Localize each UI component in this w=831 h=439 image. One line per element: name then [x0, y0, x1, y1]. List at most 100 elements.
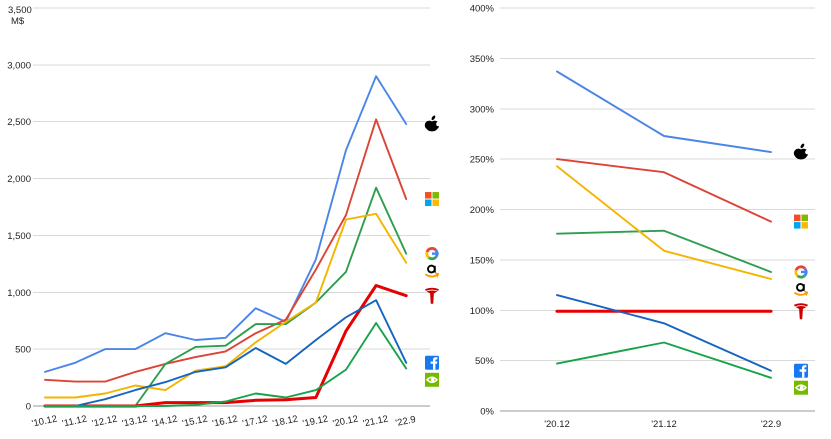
amazon-a-bowl: [427, 264, 436, 274]
x-tick-label: '20.12: [544, 419, 570, 430]
series-line-meta: [556, 294, 772, 372]
nvidia-eye-center: [799, 385, 804, 390]
tesla-icon: [794, 303, 808, 320]
x-tick-label: '22.9: [395, 414, 417, 429]
amazon-smile-tip: [803, 290, 809, 296]
apple-bite: [436, 121, 441, 127]
x-tick-label: '21.12: [362, 414, 389, 430]
apple-leaf: [800, 143, 805, 149]
amazon-smile: [425, 273, 439, 278]
nvidia-icon: [425, 372, 439, 387]
legend-icons: [793, 143, 810, 395]
series-lines: [43, 75, 408, 408]
x-tick-label: '12.12: [91, 414, 118, 430]
x-tick-label: '10.12: [31, 414, 58, 430]
series-line-meta: [44, 299, 408, 407]
series-line-nvidia: [44, 322, 408, 407]
x-tick-label: '19.12: [302, 414, 329, 430]
ms-square-red: [425, 192, 432, 199]
ms-square-blue: [425, 199, 432, 207]
series-line-amazon: [44, 212, 408, 399]
tesla-t-body: [795, 306, 807, 320]
x-tick-label: '11.12: [61, 414, 88, 430]
amazon-a-bowl: [796, 283, 805, 292]
x-tick-labels: '10.12'11.12'12.12'13.12'14.12'15.12'16.…: [31, 414, 417, 430]
tesla-t-body: [426, 290, 438, 304]
y-tick-label: 300%: [470, 104, 495, 115]
google-arc-green: [796, 274, 807, 279]
series-line-google: [556, 229, 772, 273]
google-arc-yellow: [794, 269, 799, 278]
microsoft-icon: [425, 192, 439, 207]
x-tick-label: '18.12: [272, 414, 299, 430]
google-bar: [432, 252, 439, 255]
microsoft-icon: [794, 214, 808, 229]
nvidia-eye-center: [430, 377, 435, 382]
tesla-icon: [425, 287, 439, 304]
left-y-unit-label: M$: [11, 16, 25, 27]
legend-icons: [424, 115, 441, 387]
gridlines: [33, 7, 430, 350]
x-tick-labels: '20.12 '21.12 '22.9: [544, 419, 781, 430]
tesla-top-arc: [794, 303, 808, 307]
nvidia-eye: [794, 384, 808, 391]
y-tick-label: 0: [26, 402, 31, 413]
y-tick-label: 250%: [470, 155, 495, 166]
y-tick-label: 2,500: [7, 117, 31, 128]
y-tick-label: 150%: [470, 255, 495, 266]
apple-leaf: [431, 115, 436, 121]
ms-square-yellow: [801, 222, 808, 229]
google-arc-red: [794, 265, 807, 271]
apple-icon: [793, 143, 810, 160]
google-arc-yellow: [425, 251, 430, 259]
amazon-icon: [794, 283, 809, 296]
x-tick-label: '16.12: [211, 414, 238, 430]
x-tick-label: '21.12: [651, 419, 677, 430]
google-icon: [794, 265, 808, 279]
apple-body-bottom: [795, 152, 807, 160]
ms-square-blue: [794, 222, 801, 229]
series-line-amazon: [556, 165, 772, 280]
series-line-microsoft: [44, 118, 408, 383]
x-tick-label: '14.12: [151, 414, 178, 430]
google-icon: [425, 247, 439, 261]
y-tick-label: 100%: [470, 306, 495, 317]
series-lines: [555, 70, 773, 379]
x-tick-label: '22.9: [761, 419, 781, 430]
nvidia-icon: [794, 380, 808, 395]
facebook-icon: [794, 363, 808, 378]
y-tick-label: 50%: [475, 356, 495, 367]
y-tick-label: 200%: [470, 205, 495, 216]
y-tick-label: 1,500: [7, 231, 31, 242]
series-line-apple: [556, 70, 772, 154]
series-line-apple: [44, 75, 408, 373]
x-tick-label: '20.12: [332, 414, 359, 430]
y-tick-label: 500: [15, 345, 31, 356]
x-tick-label: '17.12: [242, 414, 269, 430]
series-line-microsoft: [556, 158, 772, 223]
x-tick-label: '15.12: [181, 414, 208, 430]
google-bar: [801, 270, 808, 274]
chart-1: 0 500 1,000 1,500 2,000 2,500 3,000 '10.12'11.1…: [7, 7, 441, 430]
y-tick-labels: 0% 50% 100% 150% 200% 250% 300% 350% 400%: [470, 4, 495, 418]
x-tick-label: '13.12: [121, 414, 148, 430]
y-tick-labels: 0 500 1,000 1,500 2,000 2,500 3,000: [7, 60, 31, 412]
nvidia-eye: [425, 376, 439, 384]
y-tick-label: 1,000: [7, 288, 31, 299]
ms-square-green: [432, 192, 439, 199]
y-tick-label: 0%: [480, 407, 494, 418]
amazon-smile: [794, 291, 808, 296]
facebook-f: [799, 365, 807, 378]
amazon-smile-tip: [434, 272, 440, 278]
series-line-nvidia: [556, 341, 772, 379]
ms-square-red: [794, 214, 801, 222]
ms-square-green: [801, 214, 808, 222]
y-tick-label: 350%: [470, 54, 495, 65]
amazon-icon: [425, 264, 440, 278]
series-line-google: [44, 186, 408, 407]
google-arc-red: [425, 247, 438, 253]
tesla-top-arc: [425, 287, 439, 291]
chart-2: 0%50%100%150%200%250%300%350%400%'20.12 '…: [470, 4, 815, 430]
